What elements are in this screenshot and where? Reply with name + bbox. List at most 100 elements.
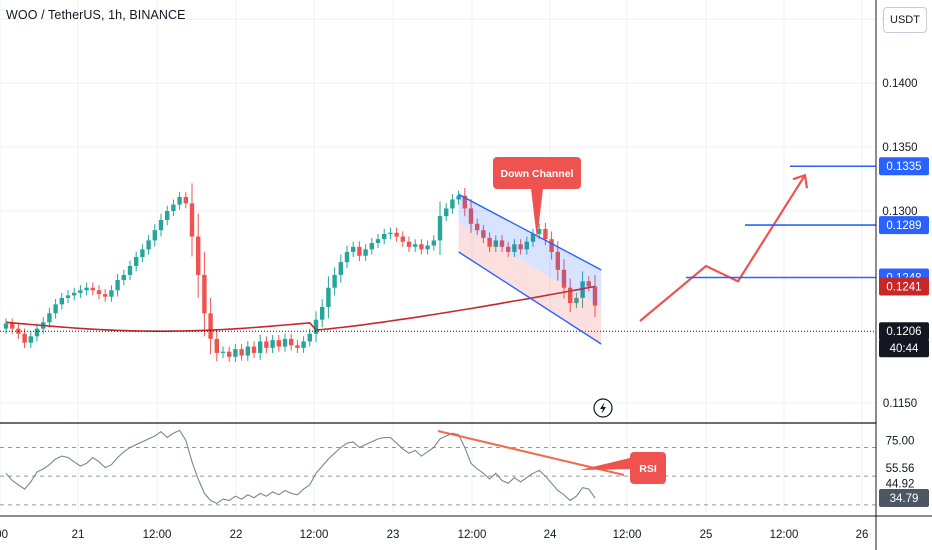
candle-body[interactable] (425, 245, 430, 250)
candle-body[interactable] (326, 287, 331, 307)
candle-body[interactable] (543, 228, 548, 240)
candle-body[interactable] (196, 236, 201, 275)
candle-body[interactable] (90, 287, 95, 291)
candle-body[interactable] (10, 323, 15, 329)
candle-body[interactable] (171, 204, 176, 211)
candle-body[interactable] (574, 297, 579, 304)
candle-body[interactable] (375, 239, 381, 243)
candle-body[interactable] (121, 274, 126, 281)
candle-body[interactable] (202, 274, 207, 314)
candle-body[interactable] (146, 240, 151, 250)
candle-body[interactable] (140, 249, 145, 258)
candle-body[interactable] (561, 269, 567, 288)
candle-body[interactable] (53, 304, 58, 314)
candles[interactable] (3, 183, 598, 362)
candle-body[interactable] (245, 346, 250, 356)
candle-body[interactable] (431, 240, 436, 246)
candle-body[interactable] (270, 340, 275, 348)
candle-body[interactable] (357, 246, 362, 256)
candle-body[interactable] (72, 292, 77, 296)
candle-body[interactable] (512, 244, 517, 252)
candle-body[interactable] (251, 346, 257, 353)
candle-body[interactable] (65, 295, 71, 298)
candle-body[interactable] (437, 216, 443, 241)
candle-body[interactable] (568, 287, 573, 304)
candle-body[interactable] (282, 338, 288, 347)
candle-body[interactable] (530, 234, 536, 242)
candle-body[interactable] (351, 246, 356, 252)
rsi-line[interactable] (5, 429, 596, 505)
candle-body[interactable] (115, 280, 120, 291)
moving-average-line[interactable] (5, 285, 596, 333)
candle-body[interactable] (3, 323, 9, 329)
candle-body[interactable] (487, 237, 492, 247)
candle-body[interactable] (499, 240, 505, 247)
candle-body[interactable] (177, 196, 182, 205)
candle-body[interactable] (320, 306, 325, 320)
candle-body[interactable] (493, 240, 498, 247)
candle-body[interactable] (276, 340, 281, 347)
candle-body[interactable] (394, 232, 399, 237)
candle-body[interactable] (518, 244, 523, 250)
candle-body[interactable] (208, 313, 213, 339)
candle-body[interactable] (109, 290, 114, 297)
candle-body[interactable] (220, 351, 226, 353)
candle-body[interactable] (28, 336, 33, 343)
candle-body[interactable] (506, 246, 511, 252)
candle-body[interactable] (363, 249, 368, 256)
candle-body[interactable] (456, 195, 461, 200)
candle-body[interactable] (258, 341, 263, 353)
candle-body[interactable] (189, 203, 195, 237)
candle-body[interactable] (580, 281, 585, 298)
candle-body[interactable] (481, 230, 486, 238)
candle-body[interactable] (313, 319, 319, 334)
candle-body[interactable] (227, 351, 232, 357)
candle-body[interactable] (382, 234, 387, 240)
candle-body[interactable] (127, 265, 133, 275)
candle-body[interactable] (152, 230, 157, 241)
candle-body[interactable] (34, 328, 40, 337)
drawings[interactable]: Down Channel (0, 157, 876, 418)
callout-box[interactable] (493, 157, 581, 189)
currency-button[interactable]: USDT (883, 7, 927, 33)
candle-body[interactable] (555, 251, 560, 270)
candle-body[interactable] (369, 242, 374, 250)
candle-body[interactable] (165, 211, 170, 220)
channel-upper-line[interactable] (458, 193, 602, 271)
candle-body[interactable] (388, 232, 393, 235)
candle-body[interactable] (264, 341, 269, 348)
candle-body[interactable] (307, 333, 312, 342)
candle-body[interactable] (158, 219, 164, 231)
candle-body[interactable] (96, 290, 102, 295)
candle-body[interactable] (134, 257, 139, 266)
candle-body[interactable] (444, 208, 449, 217)
candle-body[interactable] (183, 196, 188, 204)
projection-path[interactable] (639, 174, 806, 322)
channel-lower-line[interactable] (458, 251, 602, 345)
candle-body[interactable] (78, 290, 83, 293)
candle-body[interactable] (549, 239, 554, 252)
candle-body[interactable] (59, 297, 64, 305)
candle-body[interactable] (22, 333, 27, 343)
rsi-callout-box[interactable] (630, 452, 666, 484)
candle-body[interactable] (103, 294, 108, 297)
candle-body[interactable] (592, 286, 598, 306)
candle-body[interactable] (295, 345, 300, 348)
candle-body[interactable] (406, 241, 412, 247)
candle-body[interactable] (289, 338, 294, 346)
candle-body[interactable] (344, 251, 350, 263)
candle-body[interactable] (586, 281, 591, 287)
candle-body[interactable] (468, 208, 474, 224)
candle-body[interactable] (233, 349, 238, 357)
candle-body[interactable] (400, 236, 405, 242)
candle-body[interactable] (84, 287, 89, 291)
candle-body[interactable] (47, 313, 52, 323)
candle-body[interactable] (524, 241, 529, 250)
candle-body[interactable] (214, 338, 219, 353)
candle-body[interactable] (338, 262, 343, 275)
candle-body[interactable] (419, 244, 424, 250)
candle-body[interactable] (239, 349, 244, 356)
candle-body[interactable] (413, 244, 418, 247)
candle-body[interactable] (450, 199, 455, 209)
candle-body[interactable] (537, 228, 542, 235)
